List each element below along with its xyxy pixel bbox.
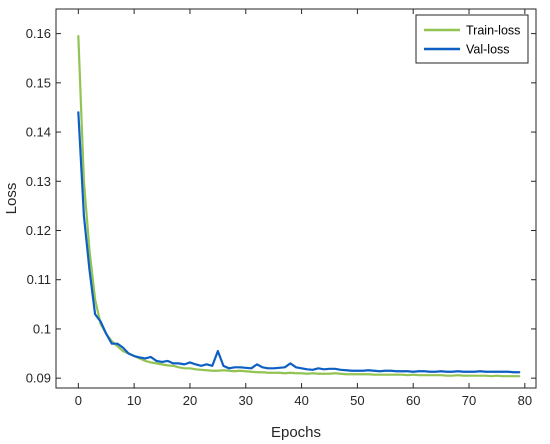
series-line-train-loss <box>77 34 521 378</box>
legend-label-train-loss: Train-loss <box>466 24 520 38</box>
x-tick-label: 70 <box>462 393 476 408</box>
x-tick-label: 40 <box>294 393 308 408</box>
legend: Train-loss Val-loss <box>415 14 529 64</box>
x-tick-label: 10 <box>127 393 141 408</box>
x-tick-label: 80 <box>518 393 532 408</box>
legend-box <box>415 14 529 64</box>
y-tick-label: 0.14 <box>26 125 51 140</box>
series-layer <box>77 34 521 378</box>
x-axis-label: Epochs <box>271 424 321 441</box>
y-tick-label: 0.09 <box>26 371 51 386</box>
series-line-val-loss <box>77 111 521 374</box>
y-tick-label: 0.16 <box>26 26 51 41</box>
y-tick-label: 0.11 <box>27 272 51 287</box>
axes-box <box>55 8 537 389</box>
y-tick-label: 0.15 <box>26 75 51 90</box>
x-tick-label: 0 <box>75 393 82 408</box>
x-tick-label: 20 <box>183 393 197 408</box>
x-tick-label: 50 <box>350 393 364 408</box>
ticks-layer: 0 10 20 30 40 50 60 70 80 0.09 0.1 0.11 0.12 0.13 0.14… <box>26 9 536 408</box>
y-axis-label: Loss <box>3 183 20 215</box>
y-tick-label: 0.13 <box>26 174 51 189</box>
y-tick-label: 0.12 <box>26 223 51 238</box>
legend-label-val-loss: Val-loss <box>466 43 510 57</box>
x-tick-label: 30 <box>239 393 253 408</box>
y-tick-label: 0.1 <box>33 321 51 336</box>
x-tick-label: 60 <box>406 393 420 408</box>
